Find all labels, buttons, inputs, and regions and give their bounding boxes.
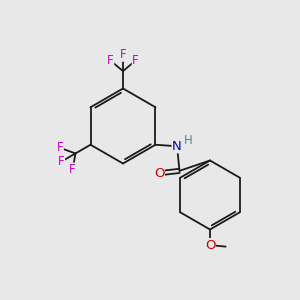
Text: N: N xyxy=(172,140,182,153)
Text: F: F xyxy=(120,48,126,61)
Text: H: H xyxy=(184,134,193,147)
Text: F: F xyxy=(58,155,64,168)
Text: F: F xyxy=(132,54,139,67)
Text: F: F xyxy=(107,54,114,67)
Text: F: F xyxy=(57,141,63,154)
Text: F: F xyxy=(69,163,76,176)
Text: O: O xyxy=(154,167,164,180)
Text: O: O xyxy=(205,238,215,252)
